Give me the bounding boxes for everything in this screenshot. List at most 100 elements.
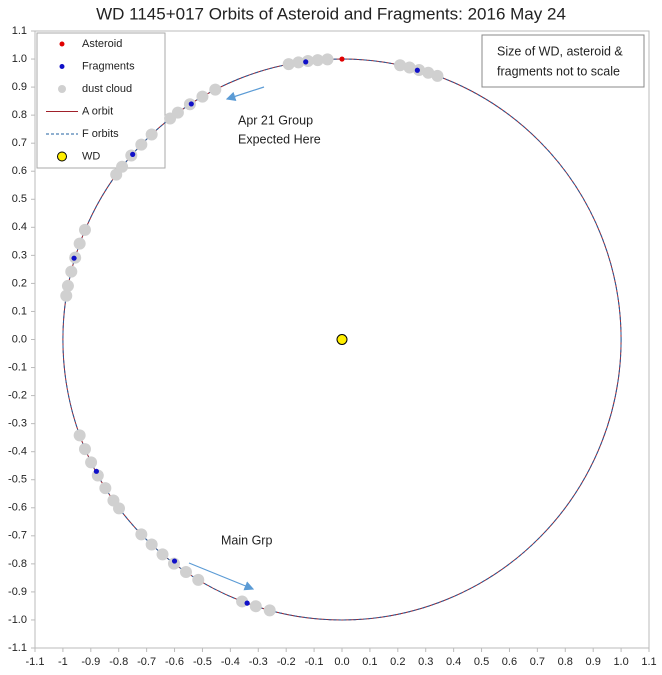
y-tick-label: -0.2 bbox=[8, 389, 27, 401]
x-tick-label: 1.1 bbox=[641, 656, 656, 668]
x-tick-label: -0.3 bbox=[249, 656, 268, 668]
annotation: Apr 21 Group bbox=[238, 113, 313, 127]
y-tick-label: 0.4 bbox=[12, 221, 27, 233]
chart-title: WD 1145+017 Orbits of Asteroid and Fragm… bbox=[96, 4, 566, 23]
point bbox=[263, 604, 276, 617]
point bbox=[99, 482, 112, 495]
x-tick-label: 0.8 bbox=[558, 656, 573, 668]
y-tick-label: -0.9 bbox=[8, 586, 27, 598]
y-tick-label: 0.5 bbox=[12, 193, 27, 205]
x-tick-label: -0.5 bbox=[193, 656, 212, 668]
x-tick-label: 1.0 bbox=[613, 656, 628, 668]
point bbox=[336, 334, 348, 345]
point bbox=[164, 112, 177, 125]
y-tick-label: 1.1 bbox=[12, 25, 27, 37]
point bbox=[60, 289, 73, 302]
legend-label: Asteroid bbox=[82, 38, 122, 50]
point bbox=[78, 443, 91, 456]
x-tick-label: -0.2 bbox=[277, 656, 296, 668]
point bbox=[73, 429, 86, 442]
y-tick-label: -0.8 bbox=[8, 558, 27, 570]
x-tick-label: -0.9 bbox=[81, 656, 100, 668]
y-tick-label: 0.2 bbox=[12, 277, 27, 289]
x-tick-label: -0.4 bbox=[221, 656, 240, 668]
x-tick-label: 0.5 bbox=[474, 656, 489, 668]
y-tick-label: -0.3 bbox=[8, 418, 27, 430]
y-tick-label: -0.7 bbox=[8, 530, 27, 542]
x-tick-label: -1.1 bbox=[26, 656, 45, 668]
point bbox=[135, 528, 148, 541]
x-tick-label: 0.3 bbox=[418, 656, 433, 668]
legend-label: dust cloud bbox=[82, 83, 132, 95]
y-tick-label: -1.0 bbox=[8, 614, 27, 626]
arrow bbox=[225, 86, 265, 101]
x-tick-label: 0.9 bbox=[586, 656, 601, 668]
point bbox=[93, 468, 99, 474]
point bbox=[135, 138, 148, 151]
point bbox=[196, 90, 209, 103]
point bbox=[171, 558, 178, 564]
point bbox=[156, 548, 169, 561]
point bbox=[311, 54, 324, 67]
x-tick-label: -0.8 bbox=[109, 656, 128, 668]
point bbox=[282, 58, 295, 71]
point bbox=[73, 237, 86, 250]
point bbox=[71, 255, 77, 261]
y-tick-label: 0.8 bbox=[12, 109, 27, 121]
point bbox=[85, 456, 98, 469]
point bbox=[292, 56, 305, 69]
x-tick-label: -0.7 bbox=[137, 656, 156, 668]
point bbox=[209, 83, 222, 96]
x-tick-label: -0.6 bbox=[165, 656, 184, 668]
point bbox=[61, 279, 74, 292]
point bbox=[303, 59, 309, 65]
y-tick-label: -0.5 bbox=[8, 474, 27, 486]
annotation: Main Grp bbox=[221, 533, 272, 547]
point bbox=[110, 168, 123, 181]
point bbox=[192, 573, 205, 586]
x-tick-label: -0.1 bbox=[305, 656, 324, 668]
annotation: Expected Here bbox=[238, 132, 321, 146]
point bbox=[431, 69, 444, 82]
legend-swatch bbox=[59, 41, 65, 47]
y-tick-label: -0.1 bbox=[8, 361, 27, 373]
point bbox=[179, 565, 192, 578]
legend-label: Fragments bbox=[82, 60, 135, 72]
note-box bbox=[481, 34, 645, 88]
x-tick-label: 0.7 bbox=[530, 656, 545, 668]
arrow bbox=[188, 562, 255, 591]
y-tick-label: 0.7 bbox=[12, 137, 27, 149]
point bbox=[414, 67, 420, 73]
y-tick-label: -1.1 bbox=[8, 642, 27, 654]
legend-label: WD bbox=[82, 150, 100, 162]
point bbox=[422, 66, 435, 79]
point bbox=[403, 61, 416, 74]
point bbox=[188, 101, 194, 107]
point bbox=[249, 600, 262, 613]
y-tick-label: 0.3 bbox=[12, 249, 27, 261]
x-tick-label: -1 bbox=[58, 656, 68, 668]
y-tick-label: 0.6 bbox=[12, 165, 27, 177]
legend-swatch bbox=[58, 85, 66, 93]
point bbox=[321, 53, 334, 66]
point bbox=[339, 56, 345, 62]
legend-swatch bbox=[57, 151, 67, 162]
y-tick-label: 0.9 bbox=[12, 81, 27, 93]
legend-label: A orbit bbox=[82, 105, 113, 117]
point bbox=[65, 265, 78, 278]
y-tick-label: -0.6 bbox=[8, 502, 27, 514]
x-tick-label: 0.4 bbox=[446, 656, 461, 668]
point bbox=[113, 502, 126, 515]
y-tick-label: 0.1 bbox=[12, 305, 27, 317]
y-tick-label: 0.0 bbox=[12, 333, 27, 345]
x-tick-label: 0.1 bbox=[362, 656, 377, 668]
note: fragments not to scale bbox=[497, 64, 620, 78]
point bbox=[78, 223, 91, 236]
point bbox=[145, 538, 158, 551]
point bbox=[130, 151, 136, 157]
legend-label: F orbits bbox=[82, 128, 119, 140]
point bbox=[145, 128, 158, 141]
y-tick-label: -0.4 bbox=[8, 446, 27, 458]
x-tick-label: 0.2 bbox=[390, 656, 405, 668]
